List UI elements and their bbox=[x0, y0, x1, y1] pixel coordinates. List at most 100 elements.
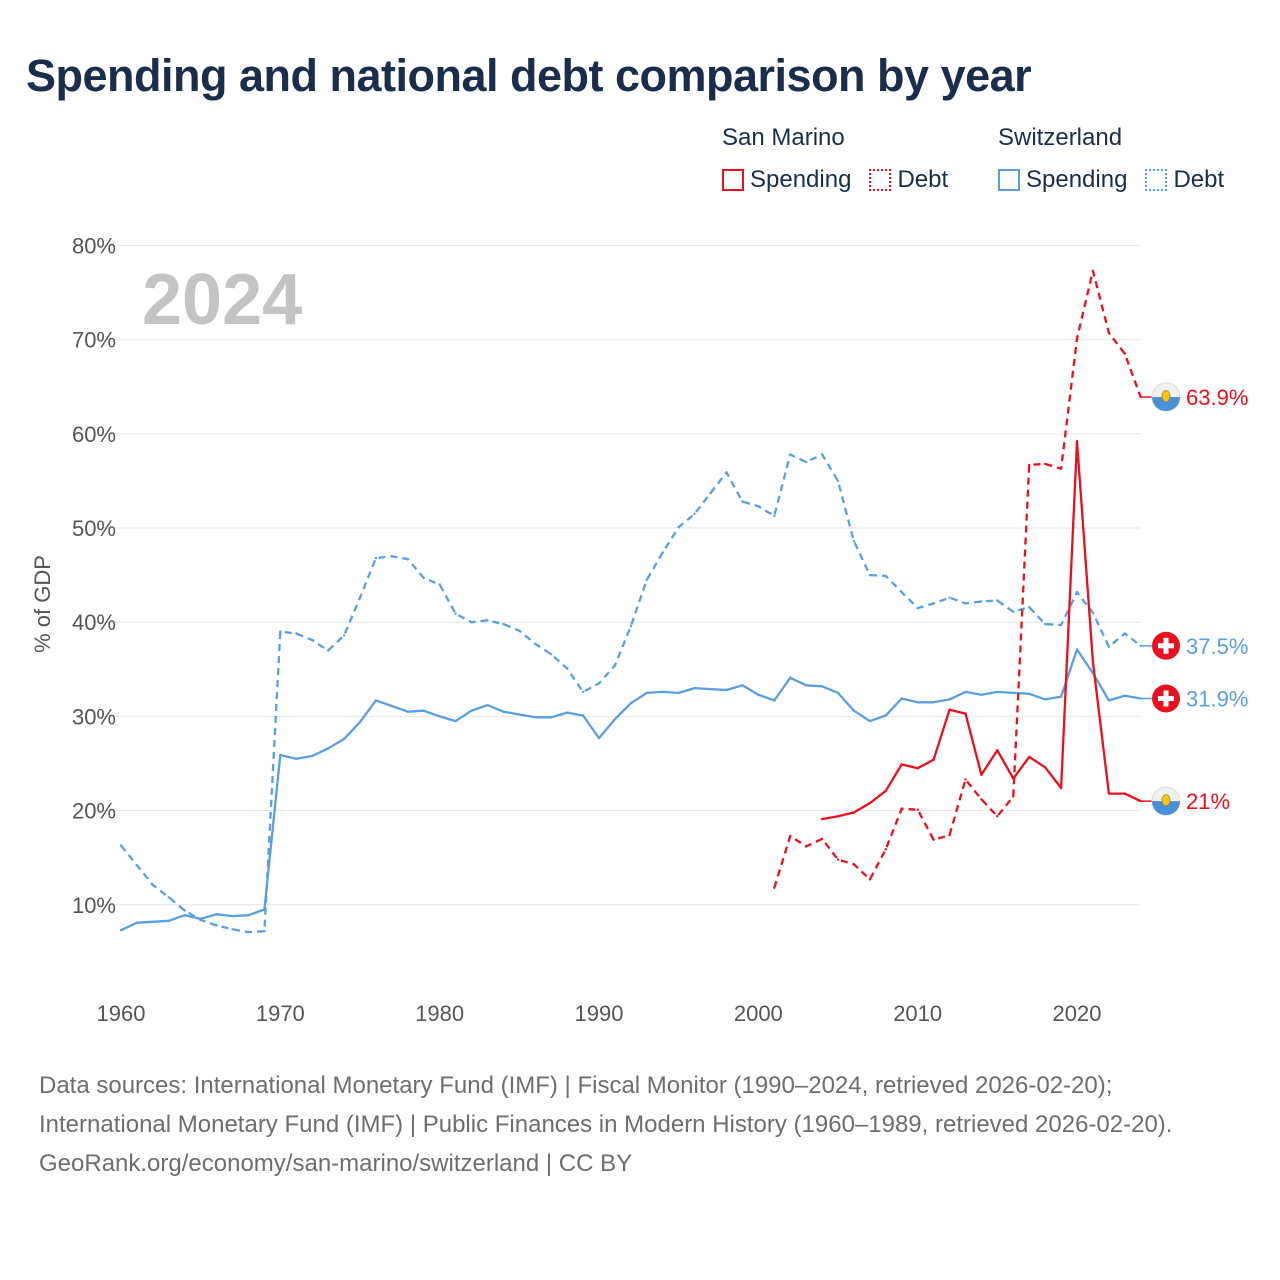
data-point bbox=[167, 919, 170, 922]
data-point bbox=[948, 708, 951, 711]
data-point bbox=[597, 682, 601, 685]
data-point bbox=[199, 917, 202, 921]
y-tick-label: 70% bbox=[72, 328, 116, 353]
data-point bbox=[390, 704, 394, 708]
data-point bbox=[1091, 269, 1095, 272]
flag-blue-band bbox=[1152, 397, 1181, 412]
data-point bbox=[438, 715, 441, 718]
data-point bbox=[374, 699, 378, 702]
end-marker bbox=[1151, 382, 1181, 412]
data-point bbox=[852, 709, 856, 712]
legend-item-san-marino-spending[interactable]: Spending bbox=[722, 166, 851, 194]
data-point bbox=[1075, 440, 1079, 443]
axes: 10% 20% 30% 40% 50% 60% 70% 80% 1960 1970 1980 1990… bbox=[72, 233, 1102, 1026]
data-point bbox=[725, 688, 728, 692]
data-point bbox=[1123, 694, 1127, 697]
line-chart: 2024 % of GDP 10% 20% 30% 40% 50% 60% 70% 80% 19… bbox=[30, 233, 1248, 1026]
data-point bbox=[231, 914, 234, 918]
data-point bbox=[518, 629, 521, 632]
end-value-label: 31.9% bbox=[1186, 687, 1248, 712]
flag-emblem bbox=[1161, 390, 1171, 402]
y-tick-label: 10% bbox=[72, 893, 116, 918]
data-point bbox=[852, 811, 856, 814]
legend-item-switzerland-debt[interactable]: Debt bbox=[1145, 166, 1224, 194]
legend-swatch-solid-blue bbox=[998, 169, 1020, 191]
data-point bbox=[964, 602, 967, 605]
data-point bbox=[1107, 699, 1111, 702]
data-point bbox=[581, 690, 585, 694]
y-tick-label: 20% bbox=[72, 799, 116, 824]
end-value-label: 37.5% bbox=[1186, 634, 1248, 659]
data-point bbox=[757, 505, 760, 508]
data-point bbox=[486, 619, 489, 622]
data-point bbox=[502, 710, 505, 713]
data-point bbox=[996, 749, 999, 752]
data-point bbox=[1043, 766, 1047, 769]
series-san-marino-debt[interactable] bbox=[773, 269, 1142, 889]
data-point bbox=[868, 719, 872, 723]
data-point bbox=[247, 914, 250, 917]
data-point bbox=[1107, 645, 1111, 648]
data-point bbox=[645, 691, 648, 695]
x-tick-label: 2020 bbox=[1053, 1001, 1102, 1026]
flag-cross-horizontal bbox=[1158, 696, 1174, 702]
data-point bbox=[996, 599, 999, 602]
footer: Data sources: International Monetary Fun… bbox=[39, 1066, 1239, 1183]
data-point bbox=[279, 753, 282, 757]
data-point bbox=[1075, 590, 1079, 594]
credit-line[interactable]: GeoRank.org/economy/san-marino/switzerla… bbox=[39, 1150, 633, 1177]
end-value-label: 63.9% bbox=[1186, 385, 1248, 410]
data-point bbox=[342, 634, 346, 637]
data-point bbox=[263, 908, 266, 911]
data-point bbox=[948, 833, 951, 837]
legend-item-san-marino-debt[interactable]: Debt bbox=[869, 166, 948, 194]
data-point bbox=[1012, 795, 1015, 798]
legend-switzerland: Switzerland Spending Debt bbox=[998, 124, 1242, 194]
legend-swatch-solid-red bbox=[722, 169, 744, 191]
series-lines bbox=[119, 269, 1142, 934]
data-point bbox=[693, 686, 696, 690]
data-point bbox=[916, 808, 919, 811]
data-point bbox=[836, 479, 840, 483]
legend-country-switzerland: Switzerland bbox=[998, 124, 1123, 151]
data-point bbox=[884, 848, 887, 851]
series-san-marino-spending[interactable] bbox=[821, 440, 1142, 821]
data-point bbox=[183, 909, 186, 912]
data-sources: Data sources: International Monetary Fun… bbox=[39, 1072, 1173, 1138]
data-point bbox=[279, 630, 282, 633]
data-point bbox=[1028, 463, 1031, 467]
series-switzerland-spending[interactable] bbox=[120, 648, 1141, 932]
data-point bbox=[980, 600, 983, 603]
data-point bbox=[773, 699, 776, 702]
y-tick-label: 40% bbox=[72, 610, 116, 635]
data-point bbox=[709, 687, 712, 691]
data-point bbox=[868, 573, 872, 577]
data-point bbox=[693, 512, 696, 516]
data-point bbox=[326, 747, 330, 750]
data-point bbox=[820, 837, 824, 841]
data-point bbox=[502, 622, 505, 626]
data-point bbox=[454, 719, 457, 723]
data-point bbox=[1123, 632, 1127, 635]
data-point bbox=[773, 514, 776, 517]
data-point bbox=[789, 676, 792, 679]
data-point bbox=[486, 703, 489, 707]
legend-item-switzerland-spending[interactable]: Spending bbox=[998, 166, 1127, 194]
end-marker bbox=[1152, 684, 1180, 713]
data-point bbox=[1043, 462, 1047, 466]
data-point bbox=[629, 624, 633, 628]
data-point bbox=[613, 664, 617, 667]
data-point bbox=[980, 773, 983, 776]
y-tick-label: 80% bbox=[72, 233, 116, 258]
data-point bbox=[932, 758, 935, 761]
data-point bbox=[231, 928, 234, 931]
series-switzerland-debt[interactable] bbox=[120, 453, 1142, 934]
data-point bbox=[215, 913, 218, 916]
data-point bbox=[645, 578, 648, 581]
data-point bbox=[422, 576, 425, 580]
data-point bbox=[709, 491, 712, 495]
data-point bbox=[550, 653, 553, 656]
data-point bbox=[295, 757, 298, 760]
data-point bbox=[661, 551, 664, 554]
x-tick-label: 1960 bbox=[97, 1001, 146, 1026]
